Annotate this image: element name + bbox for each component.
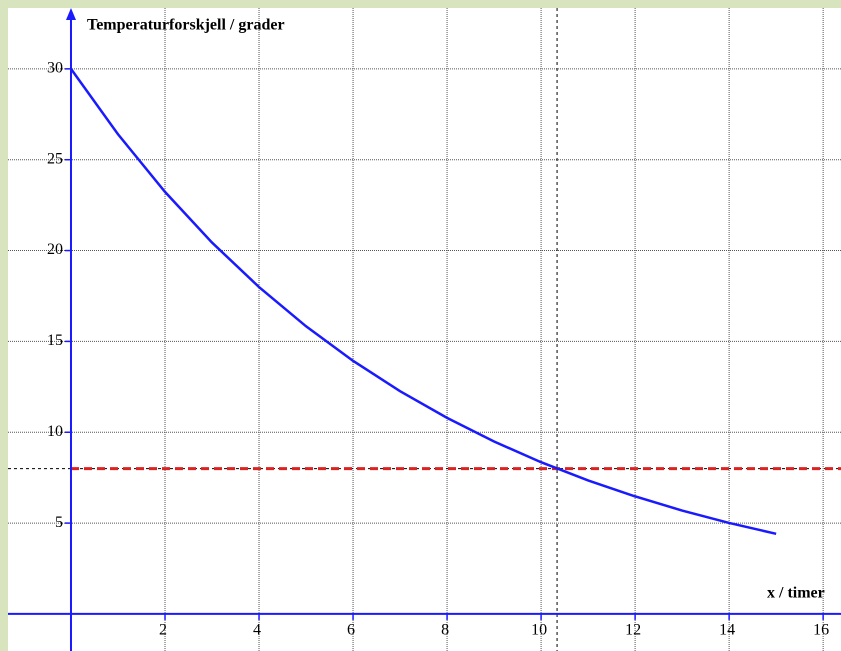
x-tick-label: 10 bbox=[531, 622, 547, 639]
x-tick-label: 8 bbox=[441, 622, 449, 639]
x-tick-label: 6 bbox=[347, 622, 355, 639]
x-tick-label: 16 bbox=[813, 622, 829, 639]
y-tick-label: 10 bbox=[47, 423, 63, 440]
y-tick-label: 30 bbox=[47, 60, 63, 77]
x-tick-label: 14 bbox=[719, 622, 735, 639]
plot-area bbox=[8, 8, 841, 651]
y-axis-arrow bbox=[65, 8, 76, 20]
y-tick-label: 15 bbox=[47, 332, 63, 349]
y-tick-label: 5 bbox=[55, 514, 63, 531]
curve bbox=[69, 68, 777, 536]
x-tick-label: 2 bbox=[159, 622, 167, 639]
y-axis-label: Temperaturforskjell / grader bbox=[87, 17, 285, 34]
x-tick-label: 12 bbox=[625, 622, 641, 639]
y-tick-label: 20 bbox=[47, 241, 63, 258]
y-tick-label: 25 bbox=[47, 150, 63, 167]
x-axis-label: x / timer bbox=[767, 585, 825, 602]
x-tick-label: 4 bbox=[253, 622, 261, 639]
